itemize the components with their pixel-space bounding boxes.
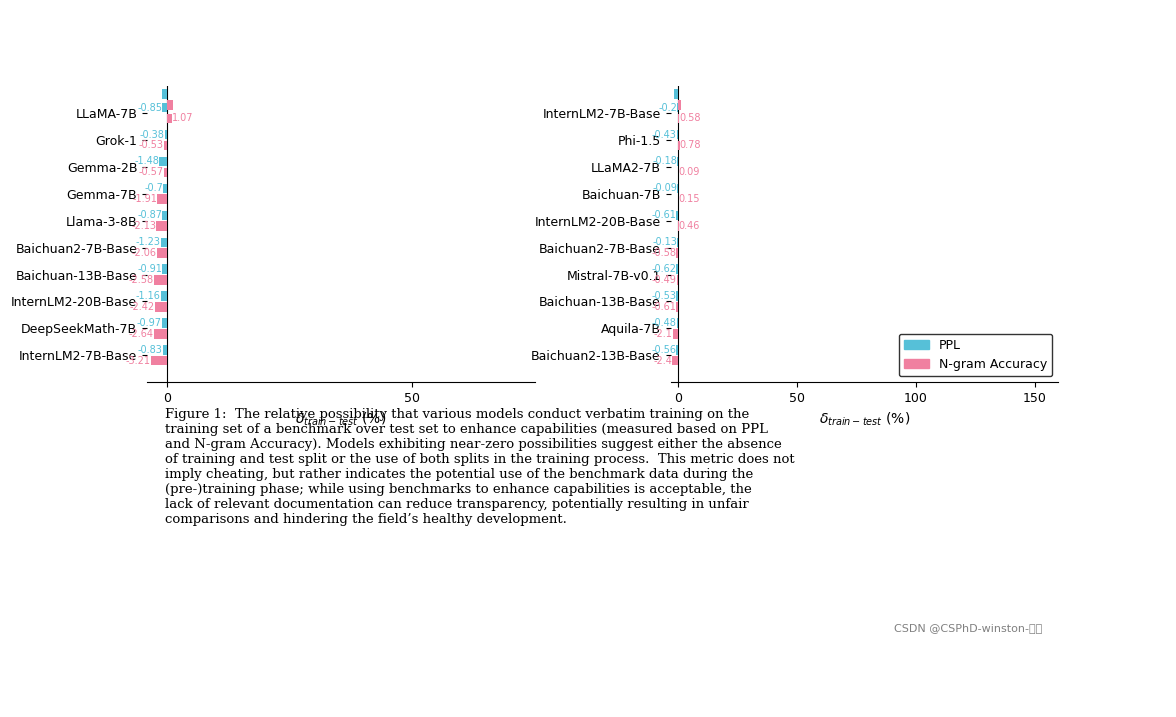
Text: -0.13: -0.13	[653, 237, 677, 247]
Text: -0.18: -0.18	[653, 156, 677, 166]
Bar	[167, 113, 172, 123]
Bar	[156, 222, 167, 231]
Bar	[165, 130, 167, 139]
Text: -2.64: -2.64	[128, 329, 154, 339]
Text: -0.49: -0.49	[652, 275, 676, 285]
Text: -0.53: -0.53	[139, 141, 163, 151]
Bar	[154, 275, 167, 285]
Text: -3.21: -3.21	[126, 356, 151, 366]
Bar	[160, 157, 167, 166]
Bar	[161, 237, 167, 247]
Bar	[162, 318, 167, 328]
Bar	[676, 265, 677, 274]
Text: -0.53: -0.53	[652, 291, 676, 301]
Text: -2.58: -2.58	[128, 275, 154, 285]
Bar	[675, 90, 677, 99]
Text: CSDN @CSPhD-winston-杨帆: CSDN @CSPhD-winston-杨帆	[895, 623, 1043, 633]
Text: -1.48: -1.48	[134, 156, 159, 166]
Bar	[677, 100, 681, 110]
Text: -0.58: -0.58	[652, 248, 676, 258]
Text: 0.46: 0.46	[679, 221, 700, 231]
Bar	[671, 356, 677, 366]
Bar	[676, 346, 677, 355]
Bar	[673, 329, 677, 338]
X-axis label: $\delta_{train-test}$ (%): $\delta_{train-test}$ (%)	[818, 411, 910, 428]
Text: -0.83: -0.83	[138, 345, 162, 355]
Text: -0.43: -0.43	[652, 130, 676, 140]
Legend: PPL, N-gram Accuracy: PPL, N-gram Accuracy	[898, 334, 1053, 376]
Text: 0.78: 0.78	[680, 141, 701, 151]
Bar	[158, 194, 167, 204]
Text: -0.61: -0.61	[652, 302, 676, 312]
Text: Figure 1:  The relative possibility that various models conduct verbatim trainin: Figure 1: The relative possibility that …	[165, 408, 795, 526]
X-axis label: $\delta_{train-test}$ (%): $\delta_{train-test}$ (%)	[295, 411, 387, 428]
Text: -0.62: -0.62	[652, 264, 676, 274]
Text: -1.91: -1.91	[132, 194, 158, 204]
Text: -0.91: -0.91	[138, 264, 162, 274]
Text: -0.38: -0.38	[140, 130, 165, 140]
Text: -2.4: -2.4	[653, 356, 671, 366]
Bar	[162, 103, 167, 113]
Text: -0.97: -0.97	[136, 318, 162, 328]
Bar	[163, 141, 167, 150]
Text: -2.13: -2.13	[131, 221, 156, 231]
Bar	[676, 291, 677, 301]
Bar	[676, 302, 677, 312]
Text: -0.2: -0.2	[659, 103, 677, 113]
Text: -0.7: -0.7	[145, 184, 163, 194]
Text: -0.48: -0.48	[652, 318, 676, 328]
Text: 1.07: 1.07	[172, 113, 194, 123]
Bar	[162, 211, 167, 220]
Bar	[163, 168, 167, 177]
Text: -2.42: -2.42	[129, 302, 155, 312]
Text: -0.09: -0.09	[653, 184, 677, 194]
Text: -2.1: -2.1	[654, 329, 673, 339]
Bar	[162, 265, 167, 274]
Bar	[676, 211, 677, 220]
Text: 0.09: 0.09	[679, 167, 700, 177]
Bar	[161, 291, 167, 301]
Bar	[156, 248, 167, 257]
Bar	[155, 302, 167, 312]
Bar	[163, 184, 167, 193]
Text: -0.56: -0.56	[652, 345, 676, 355]
Text: -0.57: -0.57	[139, 167, 163, 177]
Bar	[677, 113, 679, 123]
Bar	[167, 100, 173, 110]
Bar	[154, 329, 167, 338]
Text: -0.61: -0.61	[652, 210, 676, 220]
Bar	[151, 356, 167, 366]
Bar	[676, 248, 677, 257]
Bar	[677, 141, 680, 150]
Text: -1.16: -1.16	[136, 291, 161, 301]
Bar	[162, 346, 167, 355]
Text: -2.06: -2.06	[132, 248, 156, 258]
Text: -1.23: -1.23	[135, 237, 160, 247]
Bar	[162, 90, 167, 99]
Text: -0.85: -0.85	[138, 103, 162, 113]
Text: -0.87: -0.87	[138, 210, 162, 220]
Text: 0.58: 0.58	[679, 113, 701, 123]
Text: 0.15: 0.15	[679, 194, 700, 204]
